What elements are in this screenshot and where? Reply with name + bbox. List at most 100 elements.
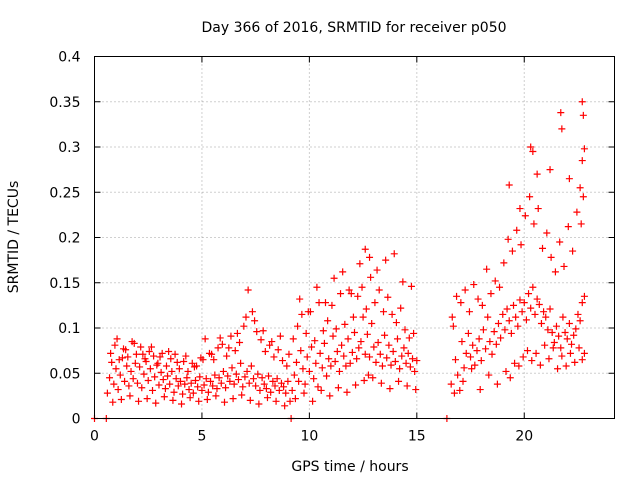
data-point bbox=[135, 397, 143, 405]
data-point bbox=[366, 253, 374, 261]
data-point bbox=[358, 283, 366, 291]
data-point bbox=[215, 374, 223, 382]
data-point bbox=[219, 367, 227, 375]
data-point bbox=[125, 382, 133, 390]
data-point bbox=[393, 335, 401, 343]
data-point bbox=[534, 205, 542, 213]
data-point bbox=[374, 338, 382, 346]
data-point bbox=[174, 382, 182, 390]
data-point bbox=[516, 296, 524, 304]
data-point bbox=[485, 371, 493, 379]
data-point bbox=[521, 212, 529, 220]
data-point bbox=[298, 310, 306, 318]
data-point bbox=[552, 322, 560, 330]
data-point bbox=[211, 371, 219, 379]
data-point bbox=[517, 241, 525, 249]
data-point bbox=[136, 363, 144, 371]
data-point bbox=[554, 365, 562, 373]
data-point bbox=[270, 353, 278, 361]
data-point bbox=[400, 344, 408, 352]
data-point bbox=[461, 286, 469, 294]
data-point bbox=[474, 295, 482, 303]
data-point bbox=[199, 356, 207, 364]
data-point bbox=[238, 391, 246, 399]
data-point bbox=[565, 175, 573, 183]
data-point bbox=[522, 316, 530, 324]
data-point bbox=[529, 283, 537, 291]
data-point bbox=[176, 377, 184, 385]
data-point bbox=[233, 329, 241, 337]
data-point bbox=[281, 402, 289, 410]
data-point bbox=[360, 376, 368, 384]
data-point bbox=[450, 389, 458, 397]
data-point bbox=[154, 359, 162, 367]
data-point bbox=[381, 331, 389, 339]
data-point bbox=[151, 373, 159, 381]
data-point bbox=[387, 361, 395, 369]
data-point bbox=[580, 145, 588, 153]
data-point bbox=[195, 397, 203, 405]
data-point bbox=[496, 283, 504, 291]
data-point bbox=[241, 373, 249, 381]
data-point bbox=[228, 364, 236, 372]
data-point bbox=[368, 319, 376, 327]
data-point bbox=[459, 377, 467, 385]
data-point bbox=[152, 399, 160, 407]
data-point bbox=[507, 329, 515, 337]
data-point bbox=[529, 148, 537, 156]
data-point bbox=[325, 355, 333, 363]
data-point bbox=[519, 353, 527, 361]
data-point bbox=[361, 350, 369, 358]
data-point bbox=[319, 327, 327, 335]
data-point bbox=[326, 392, 334, 400]
data-point bbox=[508, 247, 516, 255]
data-point bbox=[297, 347, 305, 355]
data-point bbox=[547, 253, 555, 261]
data-point bbox=[107, 349, 115, 357]
data-point bbox=[362, 305, 370, 313]
data-point bbox=[216, 334, 224, 342]
data-point bbox=[487, 290, 495, 298]
data-point bbox=[327, 362, 335, 370]
data-point bbox=[413, 357, 421, 365]
data-point bbox=[397, 304, 405, 312]
data-point bbox=[329, 332, 337, 340]
data-point bbox=[279, 357, 287, 365]
data-point bbox=[477, 357, 485, 365]
data-point bbox=[214, 344, 222, 352]
data-point bbox=[371, 299, 379, 307]
data-point bbox=[266, 341, 274, 349]
data-point bbox=[578, 98, 586, 106]
data-point bbox=[557, 344, 565, 352]
data-point bbox=[401, 326, 409, 334]
data-point bbox=[272, 397, 280, 405]
data-point bbox=[354, 292, 362, 300]
data-point bbox=[242, 313, 250, 321]
y-tick-label: 0.1 bbox=[58, 321, 80, 337]
data-point bbox=[302, 329, 310, 337]
data-point bbox=[288, 386, 296, 394]
data-point bbox=[299, 365, 307, 373]
data-point bbox=[559, 313, 567, 321]
data-point bbox=[499, 310, 507, 318]
data-point bbox=[138, 384, 146, 392]
data-point bbox=[451, 356, 459, 364]
data-point bbox=[296, 295, 304, 303]
data-point bbox=[476, 386, 484, 394]
data-point bbox=[318, 364, 326, 372]
x-tick-label: 15 bbox=[408, 429, 426, 445]
data-point bbox=[389, 348, 397, 356]
data-point bbox=[502, 367, 510, 375]
data-point bbox=[467, 353, 475, 361]
data-point bbox=[114, 386, 122, 394]
data-point bbox=[571, 358, 579, 366]
data-point bbox=[320, 339, 328, 347]
data-point bbox=[551, 268, 559, 276]
data-point bbox=[378, 362, 386, 370]
data-point bbox=[339, 268, 347, 276]
data-point bbox=[232, 370, 240, 378]
data-point bbox=[113, 335, 121, 343]
data-point bbox=[492, 340, 500, 348]
data-point bbox=[290, 371, 298, 379]
data-point bbox=[473, 347, 481, 355]
